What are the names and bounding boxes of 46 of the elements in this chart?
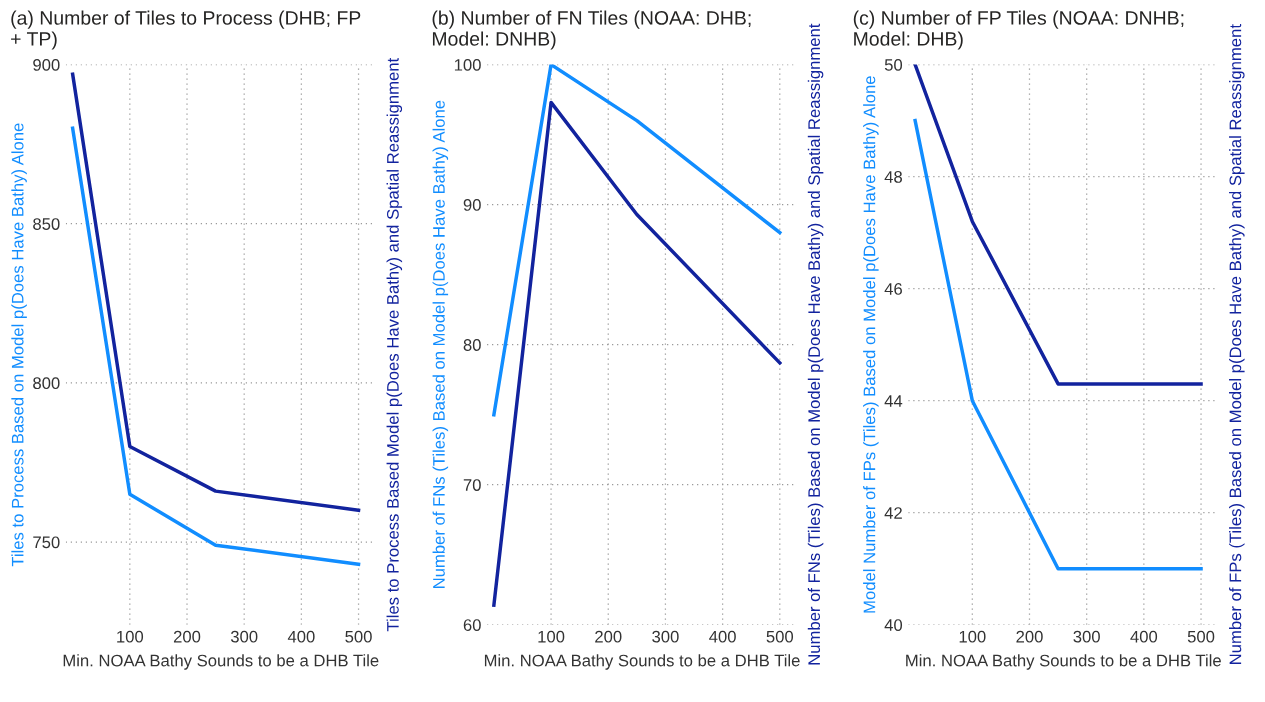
x-tick-label: 100	[538, 630, 565, 643]
y2-axis-title: Tiles to Process Based Model p(Does Have Bathy) and Spatial Reassignment	[386, 57, 403, 632]
y-tick-label: 90	[463, 199, 481, 211]
line-series	[70, 126, 361, 567]
x-tick-label: 400	[1130, 630, 1158, 643]
line-series	[70, 72, 361, 512]
x-tick-label: 300	[230, 630, 258, 643]
y-tick-label: 800	[33, 377, 60, 390]
chart-title: (c) Number of FP Tiles (NOAA: DNHB; Model: DHB)	[853, 10, 1184, 50]
y-axis-title: Model Number of FPs (Tiles) Based on Model p(Does Have Bathy) Alone	[863, 76, 879, 613]
y-tick-label: 70	[463, 479, 481, 491]
y-tick-label: 50	[884, 58, 903, 71]
y-tick-label: 40	[884, 619, 903, 631]
x-tick-label: 500	[345, 630, 372, 643]
y-tick-label: 900	[33, 58, 60, 71]
x-axis-title: Min. NOAA Bathy Sounds to be a DHB Tile	[63, 654, 379, 670]
x-tick-label: 100	[959, 630, 986, 643]
y-axis-title: Number of FNs (Tiles) Based on Model p(Does Have Bathy) Alone	[432, 100, 449, 588]
x-tick-label: 200	[595, 630, 622, 643]
x-tick-label: 200	[173, 630, 201, 643]
y-tick-label: 60	[463, 619, 481, 631]
y-tick-label: 44	[884, 395, 903, 407]
y2-axis-title: Number of FPs (Tiles) Based on Model p(Does Have Bathy) and Spatial Reassignment	[1229, 24, 1245, 664]
x-axis-title: Min. NOAA Bathy Sounds to be a DHB Tile	[906, 654, 1221, 670]
x-tick-label: 500	[1187, 630, 1215, 643]
x-tick-label: 400	[287, 630, 315, 643]
y-tick-label: 80	[463, 339, 481, 351]
chart-title: (a) Number of Tiles to Process (DHB; FP + TP)	[11, 10, 361, 50]
x-tick-label: 300	[1073, 630, 1100, 643]
line-series	[492, 100, 782, 607]
x-tick-label: 400	[709, 630, 736, 643]
y-tick-label: 48	[884, 171, 902, 183]
x-axis-title: Min. NOAA Bathy Sounds to be a DHB Tile	[484, 654, 800, 670]
x-tick-label: 500	[766, 630, 794, 643]
y-tick-label: 100	[454, 58, 481, 71]
y-tick-label: 850	[33, 218, 60, 230]
chart-title: (b) Number of FN Tiles (NOAA: DHB; Model: DNHB)	[432, 10, 751, 50]
y-tick-label: 46	[884, 283, 902, 295]
line-series	[492, 64, 782, 417]
y-tick-label: 42	[884, 507, 902, 519]
x-tick-label: 200	[1016, 630, 1043, 643]
y-axis-title: Tiles to Process Based on Model p(Does Have Bathy) Alone	[11, 123, 27, 567]
y2-axis-title: Number of FNs (Tiles) Based on Model p(Does Have Bathy) and Spatial Reassignment	[807, 23, 824, 665]
x-tick-label: 300	[652, 630, 679, 643]
y-tick-label: 750	[33, 536, 60, 549]
x-tick-label: 100	[117, 630, 144, 643]
